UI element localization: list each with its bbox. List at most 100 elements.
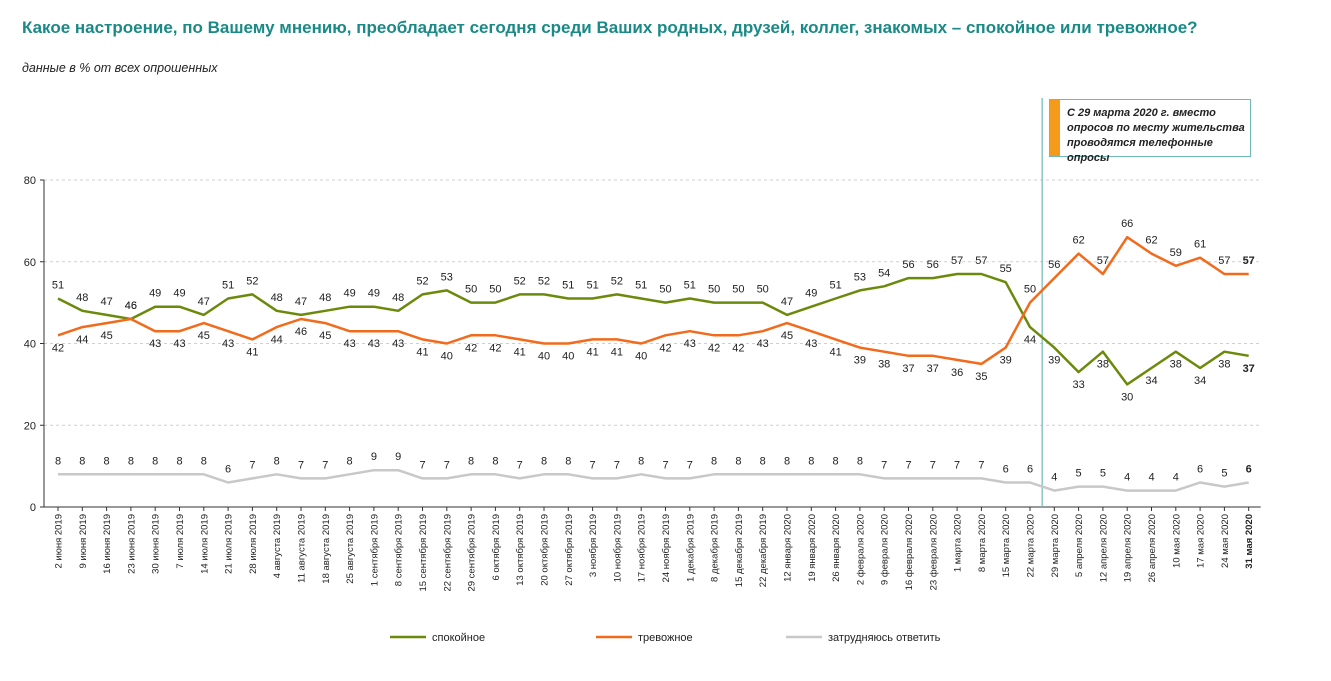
data-label-unsure: 8 [833, 455, 839, 467]
data-label-calm: 37 [1243, 363, 1255, 375]
data-label-unsure: 4 [1124, 472, 1130, 484]
x-tick-label: 12 января 2020 [783, 514, 794, 582]
data-label-unsure: 6 [1003, 463, 1009, 475]
data-label-unsure: 8 [201, 455, 207, 467]
x-tick-label: 1 декабря 2019 [685, 514, 696, 582]
data-label-unsure: 8 [711, 455, 717, 467]
data-label-calm: 47 [295, 296, 307, 308]
data-label-unsure: 6 [225, 463, 231, 475]
data-label-anxious: 43 [684, 338, 696, 350]
data-label-calm: 51 [562, 280, 574, 292]
x-tick-label: 8 сентября 2019 [394, 514, 405, 586]
data-label-unsure: 7 [881, 459, 887, 471]
data-label-anxious: 37 [902, 363, 914, 375]
x-tick-label: 22 марта 2020 [1026, 514, 1037, 577]
data-label-anxious: 41 [416, 346, 428, 358]
data-label-calm: 33 [1072, 379, 1084, 391]
data-label-anxious: 39 [1000, 355, 1012, 367]
data-label-unsure: 8 [565, 455, 571, 467]
data-label-anxious: 42 [659, 342, 671, 354]
x-tick-label: 26 января 2020 [831, 514, 842, 582]
data-label-anxious: 45 [198, 330, 210, 342]
x-tick-label: 17 мая 2020 [1196, 514, 1207, 568]
note-text: С 29 марта 2020 г. вместо опросов по мес… [1067, 107, 1245, 164]
data-label-calm: 50 [659, 284, 671, 296]
x-tick-label: 17 ноября 2019 [637, 514, 648, 582]
x-tick-label: 7 июля 2019 [175, 514, 186, 569]
data-label-calm: 49 [173, 288, 185, 300]
data-label-unsure: 7 [249, 459, 255, 471]
y-tick-label: 80 [24, 175, 36, 187]
data-label-unsure: 6 [1027, 463, 1033, 475]
data-label-calm: 44 [1024, 334, 1036, 346]
x-tick-label: 28 июля 2019 [248, 514, 259, 574]
x-tick-label: 22 сентября 2019 [442, 514, 453, 592]
y-tick-label: 0 [30, 502, 36, 514]
data-label-calm: 50 [757, 284, 769, 296]
data-label-calm: 54 [878, 267, 890, 279]
data-label-calm: 50 [708, 284, 720, 296]
data-label-calm: 53 [854, 271, 866, 283]
data-label-unsure: 8 [104, 455, 110, 467]
data-label-calm: 48 [392, 292, 404, 304]
data-label-calm: 50 [465, 284, 477, 296]
data-label-calm: 53 [441, 271, 453, 283]
data-label-anxious: 43 [173, 338, 185, 350]
data-label-anxious: 66 [1121, 218, 1133, 230]
data-label-calm: 51 [222, 280, 234, 292]
data-label-calm: 52 [514, 275, 526, 287]
data-label-unsure: 5 [1076, 468, 1082, 480]
x-tick-label: 10 ноября 2019 [612, 514, 623, 582]
data-label-anxious: 35 [975, 371, 987, 383]
data-label-calm: 38 [1218, 359, 1230, 371]
x-tick-label: 15 сентября 2019 [418, 514, 429, 592]
data-label-unsure: 6 [1246, 463, 1252, 475]
x-tick-label: 18 августа 2019 [321, 514, 332, 584]
data-label-anxious: 61 [1194, 239, 1206, 251]
data-label-calm: 48 [271, 292, 283, 304]
data-label-calm: 51 [684, 280, 696, 292]
data-label-anxious: 43 [757, 338, 769, 350]
data-label-unsure: 8 [152, 455, 158, 467]
data-label-calm: 47 [100, 296, 112, 308]
x-tick-label: 8 марта 2020 [977, 514, 988, 572]
data-label-unsure: 8 [55, 455, 61, 467]
data-label-anxious: 43 [368, 338, 380, 350]
x-tick-label: 12 апреля 2020 [1098, 514, 1109, 582]
data-label-calm: 51 [635, 280, 647, 292]
data-label-anxious: 42 [489, 342, 501, 354]
x-tick-label: 19 января 2020 [807, 514, 818, 582]
x-tick-label: 1 сентября 2019 [369, 514, 380, 586]
data-label-anxious: 45 [100, 330, 112, 342]
data-label-anxious: 42 [465, 342, 477, 354]
data-label-unsure: 4 [1173, 472, 1179, 484]
data-label-calm: 34 [1145, 375, 1157, 387]
method-change-note: С 29 марта 2020 г. вместо опросов по мес… [1049, 99, 1251, 164]
series-line-calm [57, 272, 1249, 386]
x-tick-label: 27 октября 2019 [564, 514, 575, 586]
data-label-unsure: 9 [371, 451, 377, 463]
data-label-unsure: 8 [274, 455, 280, 467]
series-line-anxious [57, 235, 1249, 366]
data-label-calm: 34 [1194, 375, 1206, 387]
data-label-unsure: 9 [395, 451, 401, 463]
series-line-unsure [58, 468, 1249, 492]
data-label-calm: 48 [76, 292, 88, 304]
x-tick-label: 25 августа 2019 [345, 514, 356, 584]
x-tick-label: 26 апреля 2020 [1147, 514, 1158, 582]
data-label-anxious: 39 [854, 355, 866, 367]
data-label-unsure: 8 [857, 455, 863, 467]
data-label-anxious: 43 [343, 338, 355, 350]
chart-subtitle: данные в % от всех опрошенных [22, 61, 218, 75]
data-label-anxious: 45 [781, 330, 793, 342]
data-label-anxious: 46 [125, 300, 137, 312]
x-tick-label: 13 октября 2019 [515, 514, 526, 586]
data-label-calm: 55 [1000, 263, 1012, 275]
x-tick-label: 24 мая 2020 [1220, 514, 1231, 568]
x-tick-label: 1 марта 2020 [953, 514, 964, 572]
data-label-unsure: 5 [1100, 468, 1106, 480]
data-label-anxious: 50 [1024, 284, 1036, 296]
data-label-calm: 56 [902, 259, 914, 271]
data-label-unsure: 7 [590, 459, 596, 471]
data-label-unsure: 7 [662, 459, 668, 471]
